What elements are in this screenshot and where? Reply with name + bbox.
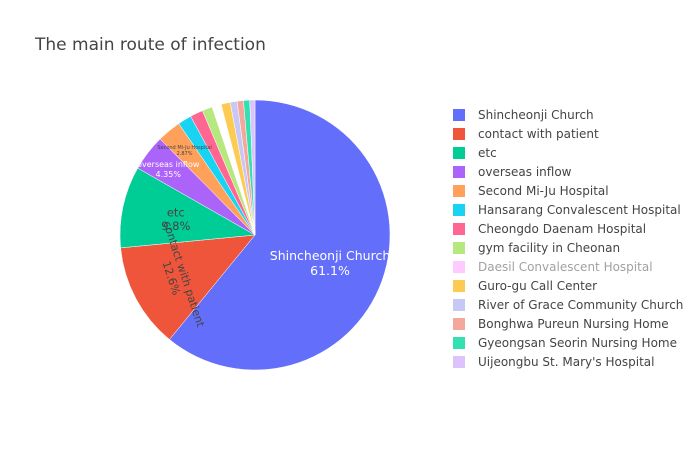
legend-swatch xyxy=(453,280,465,292)
slice-label-percent: 61.1% xyxy=(310,263,350,278)
pie-slice xyxy=(169,99,391,371)
legend-item[interactable]: Cheongdo Daenam Hospital xyxy=(453,222,646,236)
legend-swatch xyxy=(453,299,465,311)
legend-label: contact with patient xyxy=(478,127,599,141)
legend-label: Cheongdo Daenam Hospital xyxy=(478,222,646,236)
legend-label: gym facility in Cheonan xyxy=(478,241,620,255)
legend-swatch xyxy=(453,356,465,368)
legend-item[interactable]: Uijeongbu St. Mary's Hospital xyxy=(453,355,654,369)
pie-slice xyxy=(202,106,256,236)
legend-label: Guro-gu Call Center xyxy=(478,279,597,293)
legend-label: Uijeongbu St. Mary's Hospital xyxy=(478,355,654,369)
legend-item[interactable]: Shincheonji Church xyxy=(453,108,594,122)
slice-label-percent: 4.35% xyxy=(156,170,182,179)
slice-label-name: etc xyxy=(167,205,185,219)
legend-item[interactable]: Hansarang Convalescent Hospital xyxy=(453,203,681,217)
legend-label: River of Grace Community Church xyxy=(478,298,683,312)
legend-label: overseas inflow xyxy=(478,165,572,179)
legend-item[interactable]: gym facility in Cheonan xyxy=(453,241,620,255)
pie-slices xyxy=(119,99,391,371)
legend-swatch xyxy=(453,261,465,273)
legend-swatch xyxy=(453,166,465,178)
legend-swatch xyxy=(453,147,465,159)
legend-label: Daesil Convalescent Hospital xyxy=(478,260,653,274)
legend-label: Gyeongsan Seorin Nursing Home xyxy=(478,336,677,350)
pie-slice xyxy=(249,99,256,236)
legend-item[interactable]: etc xyxy=(453,146,497,160)
pie-slice xyxy=(119,167,256,249)
legend-item[interactable]: Guro-gu Call Center xyxy=(453,279,597,293)
legend-item[interactable]: River of Grace Community Church xyxy=(453,298,683,312)
legend-item[interactable]: contact with patient xyxy=(453,127,599,141)
legend-label: Second Mi-Ju Hospital xyxy=(478,184,609,198)
slice-label-name: overseas inflow xyxy=(137,160,200,169)
slice-label-name: Shincheonji Church xyxy=(270,248,390,263)
legend-swatch xyxy=(453,223,465,235)
legend-item[interactable]: Gyeongsan Seorin Nursing Home xyxy=(453,336,677,350)
pie-slice xyxy=(120,234,256,340)
legend-item[interactable]: Second Mi-Ju Hospital xyxy=(453,184,609,198)
legend-item[interactable]: overseas inflow xyxy=(453,165,572,179)
legend-swatch xyxy=(453,128,465,140)
slice-label-percent: 9.8% xyxy=(161,219,190,233)
slice-label-name: Second Mi-Ju Hospital xyxy=(157,145,211,151)
legend-swatch xyxy=(453,242,465,254)
legend-swatch xyxy=(453,185,465,197)
legend-label: Hansarang Convalescent Hospital xyxy=(478,203,681,217)
legend: Shincheonji Church contact with patient et… xyxy=(453,108,683,369)
legend-item[interactable]: Daesil Convalescent Hospital xyxy=(453,260,653,274)
legend-label: Shincheonji Church xyxy=(478,108,594,122)
chart-title: The main route of infection xyxy=(34,35,266,55)
legend-item[interactable]: Bonghwa Pureun Nursing Home xyxy=(453,317,669,331)
legend-swatch xyxy=(453,318,465,330)
legend-swatch xyxy=(453,109,465,121)
legend-label: etc xyxy=(478,146,497,160)
legend-label: Bonghwa Pureun Nursing Home xyxy=(478,317,669,331)
slice-label-percent: 2.87% xyxy=(177,151,193,157)
legend-swatch xyxy=(453,204,465,216)
legend-swatch xyxy=(453,337,465,349)
